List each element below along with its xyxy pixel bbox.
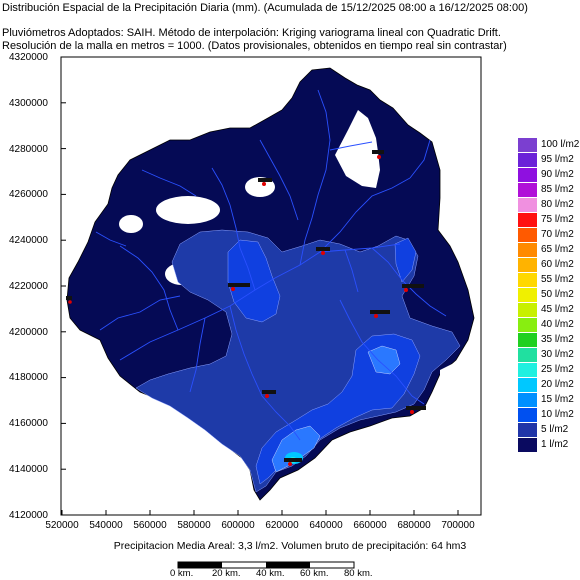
legend-swatch xyxy=(518,138,537,152)
legend-swatch xyxy=(518,258,537,272)
no-data-hole-small-west xyxy=(119,215,143,233)
legend-label: 65 l/m2 xyxy=(541,244,574,255)
legend-label: 40 l/m2 xyxy=(541,319,574,330)
x-tick-label: 520000 xyxy=(45,520,79,531)
precip-zone-5mm xyxy=(135,229,461,493)
scale-label: 40 km. xyxy=(256,568,285,579)
city-marker-coast xyxy=(288,462,292,466)
city-marker-center-east xyxy=(374,314,378,318)
y-tick-label: 4320000 xyxy=(9,52,48,63)
legend-swatch xyxy=(518,408,537,422)
axis-tick-marks xyxy=(61,56,459,516)
precip-zone-15mm-east xyxy=(367,345,401,375)
legend-label: 50 l/m2 xyxy=(541,289,574,300)
river-network xyxy=(95,89,447,441)
y-tick-label: 4160000 xyxy=(9,418,48,429)
x-tick-label: 540000 xyxy=(89,520,123,531)
legend-label: 25 l/m2 xyxy=(541,364,574,375)
legend-label: 5 l/m2 xyxy=(541,424,569,435)
legend-swatch xyxy=(518,228,537,242)
legend-label: 90 l/m2 xyxy=(541,169,574,180)
legend-label: 70 l/m2 xyxy=(541,229,574,240)
legend-swatch xyxy=(518,213,537,227)
city-marker-jaen xyxy=(321,251,325,255)
y-tick-label: 4220000 xyxy=(9,281,48,292)
interpolation-method-text: Pluviómetros Adoptados: SAIH. Método de … xyxy=(2,27,501,39)
precip-zone-10mm-north xyxy=(394,237,417,283)
y-tick-label: 4140000 xyxy=(9,464,48,475)
legend-swatch xyxy=(518,423,537,437)
precip-zone-10mm xyxy=(227,239,281,323)
legend-swatch xyxy=(518,183,537,197)
legend-swatch xyxy=(518,168,537,182)
legend-label: 30 l/m2 xyxy=(541,349,574,360)
legend-swatch xyxy=(518,363,537,377)
legend-swatch xyxy=(518,333,537,347)
legend-label: 80 l/m2 xyxy=(541,199,574,210)
legend-swatch xyxy=(518,153,537,167)
city-marker-southeast xyxy=(410,410,414,414)
city-marker-northeast xyxy=(377,155,381,159)
scale-label: 20 km. xyxy=(212,568,241,579)
city-marker-east xyxy=(404,288,408,292)
no-data-hole-north xyxy=(335,110,380,188)
x-tick-label: 680000 xyxy=(397,520,431,531)
x-tick-label: 560000 xyxy=(133,520,167,531)
legend-label: 100 l/m2 xyxy=(541,139,580,150)
y-tick-label: 4260000 xyxy=(9,189,48,200)
city-marker-west xyxy=(68,300,72,304)
city-marker-cordoba xyxy=(231,287,235,291)
scale-bar xyxy=(177,561,355,569)
legend-swatch xyxy=(518,393,537,407)
y-tick-label: 4300000 xyxy=(9,98,48,109)
x-tick-label: 640000 xyxy=(309,520,343,531)
legend-label: 75 l/m2 xyxy=(541,214,574,225)
y-tick-label: 4120000 xyxy=(9,510,48,521)
city-markers xyxy=(66,150,426,466)
legend-label: 15 l/m2 xyxy=(541,394,574,405)
legend-swatch xyxy=(518,318,537,332)
legend-label: 1 l/m2 xyxy=(541,439,569,450)
legend-swatch xyxy=(518,303,537,317)
scale-label: 0 km. xyxy=(170,568,194,579)
x-tick-label: 620000 xyxy=(265,520,299,531)
legend-label: 35 l/m2 xyxy=(541,334,574,345)
legend-label: 60 l/m2 xyxy=(541,259,574,270)
scale-label: 60 km. xyxy=(300,568,329,579)
legend-label: 20 l/m2 xyxy=(541,379,574,390)
y-tick-label: 4200000 xyxy=(9,327,48,338)
legend-label: 10 l/m2 xyxy=(541,409,574,420)
x-tick-label: 660000 xyxy=(353,520,387,531)
no-data-hole-southeast xyxy=(440,362,470,414)
x-tick-label: 700000 xyxy=(441,520,475,531)
legend-label: 45 l/m2 xyxy=(541,304,574,315)
x-tick-label: 580000 xyxy=(177,520,211,531)
map-title: Distribución Espacial de la Precipitació… xyxy=(2,2,528,14)
legend-label: 55 l/m2 xyxy=(541,274,574,285)
legend-swatch xyxy=(518,273,537,287)
y-tick-label: 4280000 xyxy=(9,144,48,155)
city-marker-south-center xyxy=(265,394,269,398)
legend-swatch xyxy=(518,378,537,392)
no-data-hole-west xyxy=(156,196,220,224)
legend-swatch xyxy=(518,348,537,362)
legend-swatch xyxy=(518,438,537,452)
city-marker-north xyxy=(262,182,266,186)
legend-label: 85 l/m2 xyxy=(541,184,574,195)
grid-resolution-text: Resolución de la malla en metros = 1000.… xyxy=(2,40,507,52)
legend-swatch xyxy=(518,198,537,212)
areal-mean-summary: Precipitacion Media Areal: 3,3 l/m2. Vol… xyxy=(113,540,467,552)
scale-label: 80 km. xyxy=(344,568,373,579)
legend-label: 95 l/m2 xyxy=(541,154,574,165)
y-tick-label: 4240000 xyxy=(9,235,48,246)
y-tick-label: 4180000 xyxy=(9,372,48,383)
legend-swatch xyxy=(518,288,537,302)
x-tick-label: 600000 xyxy=(221,520,255,531)
legend-swatch xyxy=(518,243,537,257)
